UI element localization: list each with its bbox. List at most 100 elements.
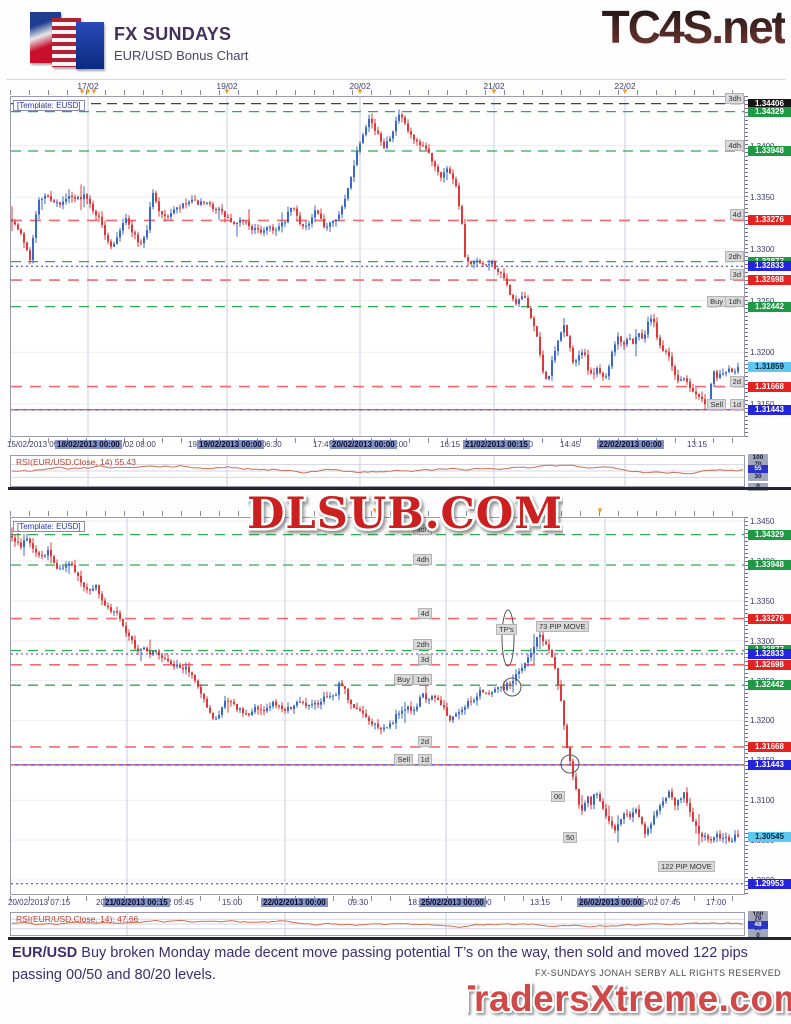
period-marker-icon: ▼ [621, 87, 629, 96]
svg-text:DLSUB.COM: DLSUB.COM [248, 489, 563, 539]
price-tick-label: 1.3300 [750, 636, 775, 646]
time-label: 16:15 [440, 440, 461, 449]
date-label: 19/02 [216, 81, 238, 91]
date-label: 17/02 [77, 81, 99, 91]
level-label-prefix: Sell [707, 398, 726, 410]
time-label: 22/02/2013 00:00 [261, 898, 328, 907]
price-tick-label: 1.3250 [750, 297, 774, 306]
time-label: 15/02/2013 09:15 [7, 440, 70, 449]
price-badge: 1.31443 [748, 759, 791, 770]
svg-text:TradersXtreme.com: TradersXtreme.com [468, 978, 791, 1019]
time-label: 13:15 [530, 898, 551, 907]
level-label: 2dh [413, 639, 432, 651]
rsi-label: RSI(EUR/USD.Close, 14) 55.43 [16, 457, 136, 467]
rsi-scale-badge: 30 [748, 473, 768, 482]
level-label: 1dh [725, 295, 744, 307]
level-label: 2dh [725, 250, 744, 262]
time-label: 21/02/2013 00:15 [103, 898, 170, 907]
header-divider [6, 79, 786, 80]
price-badge: 1.31668 [748, 381, 791, 392]
period-marker-icon: ▼ [490, 87, 498, 96]
period-marker-icon: ▼ [78, 87, 86, 96]
time-label: 2 05:45 [167, 898, 194, 907]
time-label: 26/02/2013 00:00 [577, 898, 644, 907]
period-marker-icon: ▼ [90, 87, 98, 96]
price-axis-ticks [745, 96, 748, 437]
date-label: 22/02 [614, 81, 636, 91]
time-label: 19/02/2013 00:00 [197, 440, 264, 449]
level-label: 4d [729, 209, 744, 221]
level-label: 4dh [725, 139, 744, 151]
price-badge: 1.32833 [748, 648, 791, 659]
price-badge: 1.34329 [748, 106, 791, 117]
rights-notice: FX-SUNDAYS JONAH SERBY ALL RIGHTS RESERV… [534, 968, 781, 978]
price-badge: 1.33948 [748, 560, 791, 571]
price-tick-label: 1.3300 [750, 244, 775, 254]
analysis-symbol: EUR/USD [12, 945, 78, 961]
price-badge: 1.32698 [748, 659, 791, 670]
time-label: 18:45 [408, 898, 428, 907]
period-marker-icon: ▼ [223, 87, 231, 96]
dlsub-watermark-link[interactable]: DLSUB.COM [248, 485, 563, 543]
price-tick-label: 1.3200 [750, 348, 775, 358]
time-label: 17:45 [313, 440, 334, 449]
level-label: 3d [417, 653, 432, 665]
annotation-label: TP's [496, 624, 517, 635]
analysis-text: EUR/USD Buy broken Monday made decent mo… [12, 943, 784, 987]
annotation-label: 73 PIP MOVE [536, 621, 589, 632]
price-badge: 1.33948 [748, 145, 791, 156]
time-label: 14:45 [560, 440, 581, 449]
rsi-scale-badge: 0 [748, 932, 768, 940]
price-badge: 1.32442 [748, 680, 791, 691]
time-label: 2 06:30 [255, 440, 282, 449]
time-label: 21/02/2013 00:15 [463, 440, 530, 449]
level-label-prefix: Sell [394, 753, 413, 765]
tradersxtreme-watermark-link[interactable]: TradersXtreme.com [468, 974, 791, 1024]
price-badge: 1.29953 [748, 878, 791, 889]
level-label-prefix: Buy [707, 295, 726, 307]
time-label: 26/02 07:45 [638, 898, 681, 907]
time-label: 5:00 [392, 440, 408, 449]
time-label: 15:00 [222, 898, 243, 907]
tc4s-watermark-link[interactable]: TC4S.net [601, 1, 787, 53]
level-label: 1dh [413, 674, 432, 686]
period-marker-icon: ▼ [84, 87, 92, 96]
annotation-label: 00 [551, 791, 566, 802]
price-badge: 1.31668 [748, 741, 791, 752]
rsi-panel [10, 455, 745, 487]
price-badge: 1.31443 [748, 404, 791, 415]
level-label: 3d [729, 269, 744, 281]
template-label: [Template: EUSD] [13, 521, 85, 532]
ruler-ticks-bottom [10, 896, 745, 901]
page-subtitle: EUR/USD Bonus Chart [114, 48, 249, 63]
time-label: 20/02/2013 07:15 [8, 898, 71, 907]
page-title: FX SUNDAYS [114, 24, 232, 44]
price-axis-ticks [745, 517, 748, 895]
price-badge: 1.33276 [748, 215, 791, 226]
price-tick-label: 1.3350 [750, 596, 775, 606]
level-label: 4dh [413, 554, 432, 566]
price-tick-label: 1.3150 [750, 400, 774, 409]
time-label: 20/02/2013 00:00 [330, 440, 397, 449]
level-label: 2d [729, 375, 744, 387]
price-badge: 1.34406 [748, 98, 791, 109]
time-label: 19 [188, 440, 197, 449]
level-label: 3dh [725, 92, 744, 104]
section-divider [8, 937, 791, 940]
annotation-label: 122 PIP MOVE [658, 861, 715, 872]
price-badge: 1.32833 [748, 261, 791, 272]
ruler-ticks-top [10, 90, 745, 95]
price-tick-label: 1.3350 [750, 193, 775, 203]
price-tick-label: 1.3100 [750, 796, 775, 806]
period-marker-icon: ▼ [356, 87, 364, 96]
rsi-scale-badge: 100 [748, 911, 768, 919]
time-label: 25/02/2013 00:00 [419, 898, 486, 907]
annotation-label: 50 [563, 832, 578, 843]
analysis-body: Buy broken Monday made decent move passi… [12, 945, 748, 983]
candlestick-plot [10, 96, 745, 437]
time-label: 13:15 [687, 440, 708, 449]
period-marker-icon: ▼ [371, 506, 379, 515]
rsi-value-badge: 48 [748, 920, 768, 929]
rsi-scale-badge: 70 [748, 460, 768, 469]
